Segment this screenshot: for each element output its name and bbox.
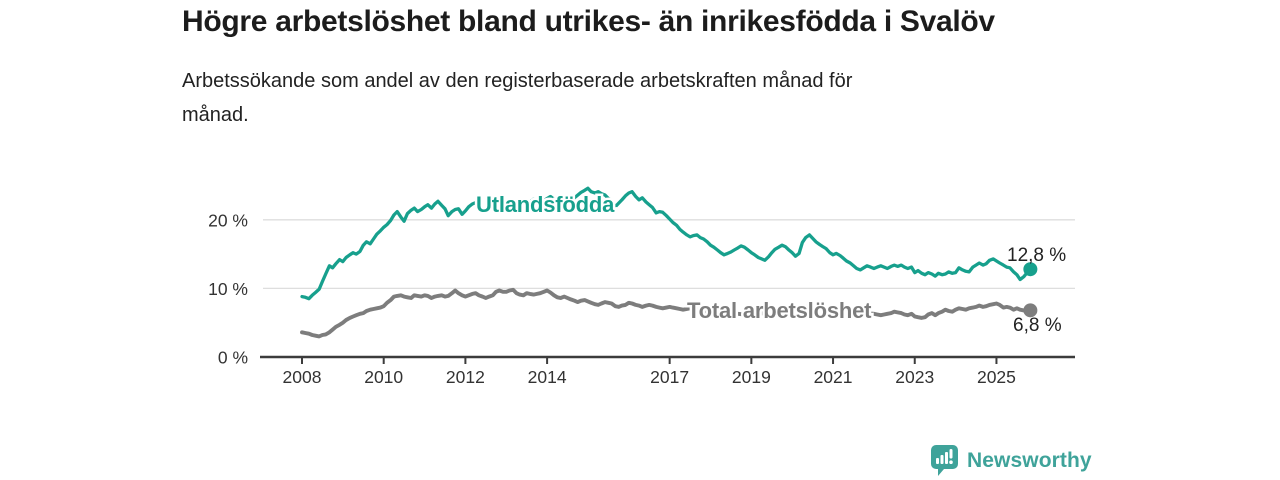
x-axis-tick-label: 2019 [732, 367, 771, 387]
y-axis-tick-label: 10 % [208, 279, 248, 299]
newsworthy-icon [931, 445, 958, 476]
series-end-value-label: 6,8 % [1013, 315, 1062, 336]
x-axis-tick-label: 2017 [650, 367, 689, 387]
series-line-utlandsfodda [300, 186, 1033, 301]
series-end-dot [1023, 303, 1038, 318]
series-line-total [300, 287, 1033, 339]
chart-title: Högre arbetslöshet bland utrikes- än inr… [182, 5, 995, 38]
x-axis-tick-label: 2012 [446, 367, 485, 387]
y-axis-tick-label: 0 % [218, 348, 248, 368]
series-label-utlandsfodda: Utlandsfödda [476, 192, 615, 217]
x-axis-tick-label: 2014 [528, 367, 567, 387]
newsworthy-logo-text: Newsworthy [967, 448, 1092, 472]
series-end-value-label: 12,8 % [1007, 245, 1066, 266]
x-axis-tick-label: 2025 [977, 367, 1016, 387]
chart-subtitle: Arbetssökande som andel av den registerb… [182, 64, 852, 132]
line-chart: 0 % 10 % 20 % 2008 2010 2012 2014 2017 2019 2021 2… [208, 186, 1075, 387]
y-axis-tick-label: 20 % [208, 210, 248, 230]
x-axis-tick-label: 2010 [364, 367, 403, 387]
chart-subtitle-line2: månad. [182, 104, 249, 126]
series-end-dot [1023, 262, 1038, 277]
series-label-total: Total arbetslöshet [687, 298, 872, 323]
newsworthy-logo: Newsworthy [931, 445, 1092, 476]
x-axis-tick-label: 2021 [814, 367, 853, 387]
chart-subtitle-line1: Arbetssökande som andel av den registerb… [182, 70, 853, 92]
x-axis-tick-label: 2008 [283, 367, 322, 387]
x-axis-tick-label: 2023 [895, 367, 934, 387]
